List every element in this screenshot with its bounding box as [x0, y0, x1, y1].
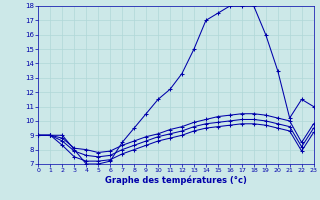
X-axis label: Graphe des températures (°c): Graphe des températures (°c)	[105, 176, 247, 185]
